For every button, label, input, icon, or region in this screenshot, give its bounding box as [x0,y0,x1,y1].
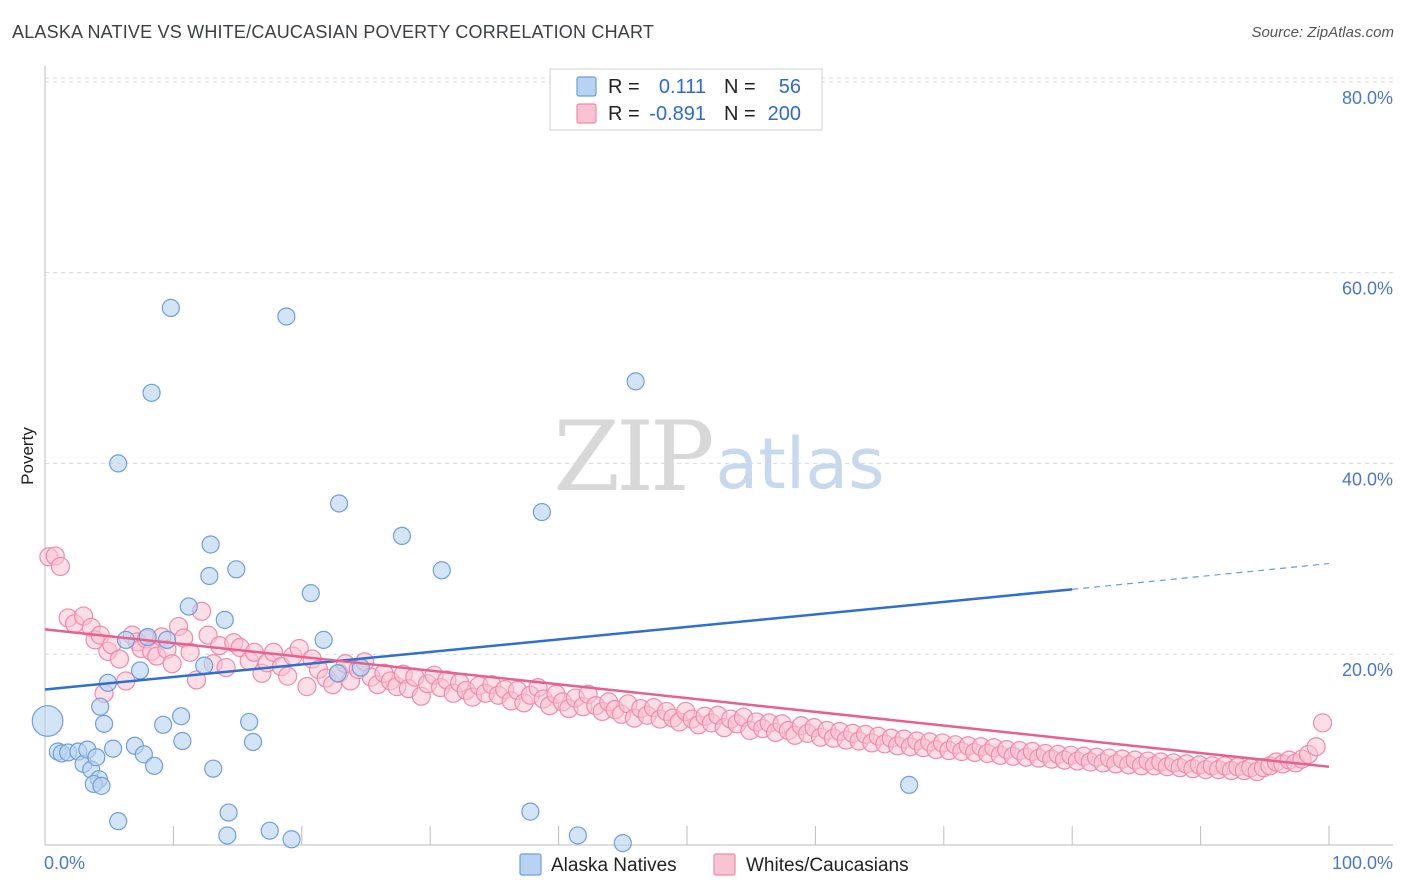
data-point-alaska-native [260,821,279,840]
data-point-white [1312,713,1333,733]
y-tick-label: 20.0% [1342,660,1393,680]
data-point-alaska-native [521,802,540,821]
source-label: Source: ZipAtlas.com [1251,24,1394,41]
data-point-alaska-native [613,833,632,853]
data-point-alaska-native [173,731,192,751]
bottom-legend-swatch-pink [713,853,736,876]
data-point-alaska-native [626,372,645,391]
data-point-alaska-native [157,630,177,649]
legend-n-value-pink: 200 [768,103,801,125]
data-point-alaska-native [142,383,161,402]
data-point-alaska-native [109,454,128,473]
legend-swatch-pink [576,103,597,124]
data-point-alaska-native [227,560,246,579]
data-point-alaska-native [134,745,153,764]
data-point-alaska-native [138,627,157,647]
bottom-legend-swatch-blue [519,853,542,876]
y-tick-label: 80.0% [1342,88,1393,108]
data-point-alaska-native [243,732,263,752]
data-point-alaska-native [109,812,128,831]
trendline-whites-caucasians [44,628,1330,769]
stats-legend: R = 0.111 N = 56 R = -0.891 N = 200 [549,68,823,131]
tick-labels: 20.0% 40.0% 60.0% 80.0% 0.0% 100.0% [44,88,1393,873]
data-point-alaska-native [328,664,347,683]
data-point-alaska-native [314,630,333,649]
data-point-white [50,556,71,577]
legend-r-label-pink: R = [608,103,640,125]
data-point-alaska-native [900,775,919,794]
data-point-alaska-native [219,803,238,822]
y-axis-label: Poverty [18,427,37,485]
data-point-white [278,666,298,686]
data-point-alaska-native [179,597,198,616]
legend-r-value-pink: -0.891 [649,103,706,125]
legend-r-label-blue: R = [608,76,640,98]
trend-lines [44,562,1330,769]
watermark-atlas: atlas [715,423,884,505]
data-point-alaska-native [31,705,64,737]
watermark: ZIP atlas [553,401,884,513]
legend-n-value-blue: 56 [779,76,801,98]
data-point-alaska-native [87,748,106,767]
data-point-alaska-native [91,697,110,716]
series-legend: Alaska Natives Whites/Caucasians [519,853,909,876]
watermark-zip: ZIP [553,401,712,513]
data-point-alaska-native [282,830,301,849]
data-point-alaska-native [392,526,412,546]
data-point-alaska-native [204,759,223,778]
data-point-alaska-native [568,826,587,845]
bottom-legend-label-blue: Alaska Natives [551,855,677,876]
trendline-alaska-natives-extension [1072,562,1330,590]
data-point-alaska-native [94,714,114,733]
data-point-alaska-native [200,566,219,586]
y-tick-label: 60.0% [1342,279,1393,299]
chart-title: ALASKA NATIVE VS WHITE/CAUCASIAN POVERTY… [12,22,655,42]
legend-swatch-blue [576,76,597,97]
data-point-alaska-native [201,535,220,554]
data-point-white [216,657,236,678]
data-point-white [1306,737,1326,757]
data-point-alaska-native [240,712,259,732]
data-point-white [162,654,182,674]
data-point-alaska-native [218,826,237,845]
alaska-natives-points [31,298,919,853]
data-point-alaska-native [103,739,123,758]
x-tick-label: 0.0% [44,853,85,873]
data-point-alaska-native [215,610,234,629]
data-point-alaska-native [145,756,164,775]
data-point-white [297,677,317,697]
data-point-alaska-native [130,661,150,680]
data-point-alaska-native [172,707,191,726]
data-point-white [109,649,130,669]
bottom-legend-label-pink: Whites/Caucasians [746,855,909,876]
x-tick-label: 100.0% [1332,853,1393,873]
data-point-alaska-native [154,715,173,734]
trendline-alaska-natives [44,588,1073,691]
data-point-white [180,642,200,662]
grid-lines [45,77,1393,655]
data-point-alaska-native [92,776,111,795]
data-point-alaska-native [161,298,180,318]
legend-n-label-blue: N = [724,76,756,98]
legend-r-value-blue: 0.111 [659,76,706,98]
data-point-alaska-native [277,307,296,326]
data-point-alaska-native [301,584,320,603]
data-point-alaska-native [532,502,552,522]
y-tick-label: 40.0% [1342,469,1393,489]
data-point-alaska-native [432,561,451,580]
data-point-alaska-native [329,494,349,513]
legend-n-label-pink: N = [724,103,756,125]
data-point-alaska-native [195,656,214,675]
